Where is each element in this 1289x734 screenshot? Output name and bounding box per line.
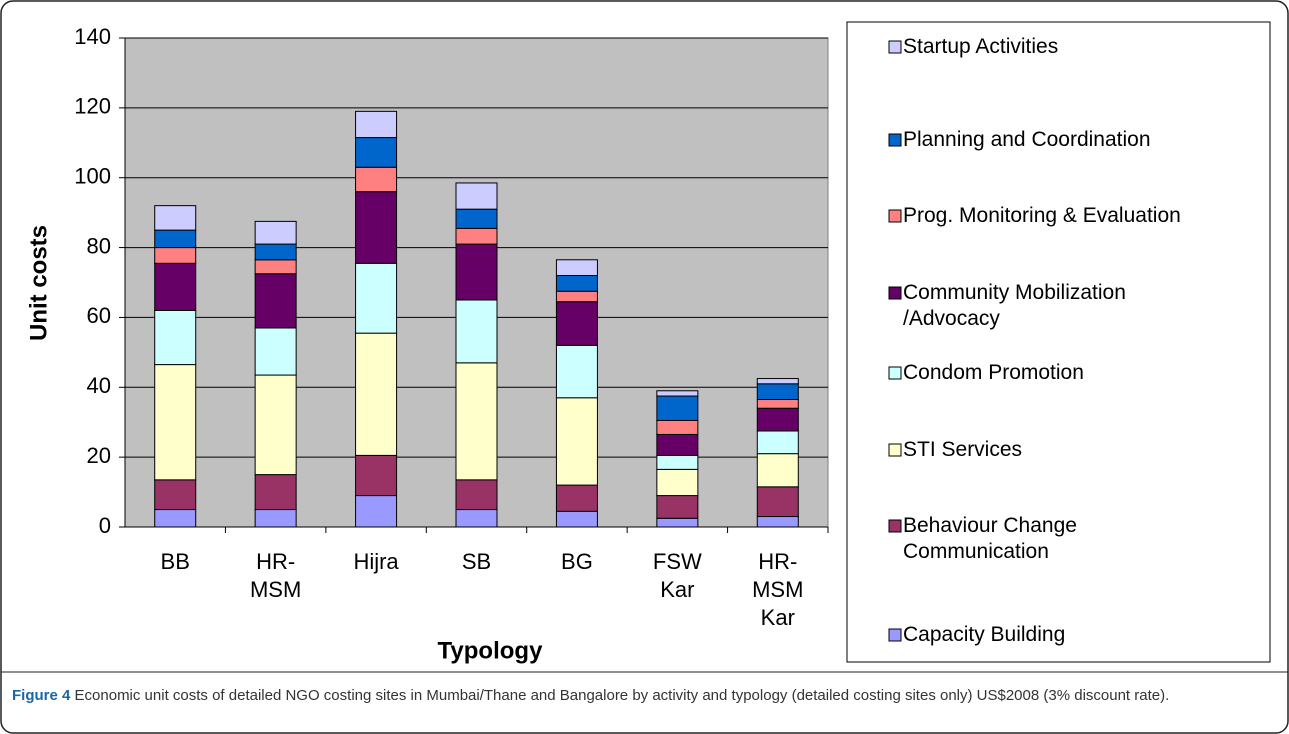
- legend-swatch: [888, 286, 902, 300]
- legend-label: Startup Activities: [903, 35, 1059, 58]
- legend-swatch: [888, 40, 902, 54]
- bar-segment: [555, 290, 598, 303]
- legend-swatch: [888, 209, 902, 223]
- y-tick-label: 100: [74, 164, 111, 189]
- legend-label: Capacity Building: [903, 623, 1066, 646]
- bar-segment: [355, 110, 398, 139]
- y-tick-label: 140: [74, 24, 111, 49]
- x-tick-label: BG: [561, 549, 593, 574]
- bar-segment: [455, 243, 498, 301]
- bar-segment: [555, 397, 598, 486]
- bar-segment: [455, 299, 498, 364]
- x-tick-label: SB: [461, 549, 492, 574]
- bar-segment: [756, 516, 799, 528]
- y-tick-label: 120: [74, 94, 111, 119]
- legend-swatch: [888, 628, 902, 642]
- x-tick-label: FSW Kar: [652, 549, 702, 602]
- caption-label: Figure 4: [12, 687, 71, 704]
- x-tick-label: HR- MSM Kar: [752, 549, 804, 630]
- bar-segment: [154, 262, 197, 311]
- bar-segment: [756, 383, 799, 401]
- x-tick-label: BB: [160, 549, 190, 574]
- x-tick-label: HR- MSM: [249, 549, 302, 602]
- bar-segment: [756, 453, 799, 488]
- x-tick-label: Hijra: [353, 549, 399, 574]
- bar-segment: [355, 262, 398, 334]
- y-axis-label: Unit costs: [25, 225, 52, 341]
- bar-segment: [756, 399, 799, 409]
- bar-segment: [756, 430, 799, 455]
- legend-label: Condom Promotion: [903, 361, 1084, 384]
- y-tick-label: 0: [99, 513, 111, 538]
- legend-label: Planning and Coordination: [903, 128, 1151, 151]
- bar-segment: [555, 259, 598, 277]
- bar-segment: [555, 344, 598, 399]
- bar-segment: [756, 486, 799, 518]
- bar-segment: [154, 309, 197, 366]
- bar-segment: [154, 205, 197, 231]
- bar-segment: [656, 433, 699, 456]
- bar-segment: [455, 227, 498, 245]
- bar-segment: [455, 362, 498, 481]
- bar-segment: [254, 374, 297, 476]
- bar-segment: [254, 243, 297, 261]
- bar-segment: [656, 419, 699, 435]
- bar-segment: [656, 495, 699, 519]
- y-tick-label: 80: [87, 233, 111, 258]
- legend-swatch: [888, 133, 902, 147]
- caption: Figure 4 Economic unit costs of detailed…: [12, 685, 1274, 706]
- bar-segment: [154, 479, 197, 511]
- bar-segment: [154, 229, 197, 249]
- bar-segment: [254, 474, 297, 511]
- bar-segment: [555, 484, 598, 512]
- bar-segment: [555, 301, 598, 346]
- bar-segment: [254, 509, 297, 528]
- bar-segment: [154, 509, 197, 528]
- legend-swatch: [888, 519, 902, 533]
- bar-segment: [254, 259, 297, 275]
- legend-label: Prog. Monitoring & Evaluation: [903, 204, 1181, 227]
- bar-segment: [355, 137, 398, 168]
- legend-swatch: [888, 443, 902, 457]
- bar-segment: [656, 390, 699, 397]
- bar-segment: [555, 275, 598, 292]
- legend-label: Behaviour Change Communication: [903, 514, 1077, 563]
- y-tick-label: 40: [87, 373, 111, 398]
- x-axis-label: Typology: [438, 637, 544, 664]
- bar-segment: [656, 468, 699, 497]
- bar-segment: [455, 208, 498, 229]
- caption-text: Economic unit costs of detailed NGO cost…: [74, 687, 1170, 704]
- bar-segment: [154, 364, 197, 481]
- bar-segment: [555, 510, 598, 528]
- bar-segment: [154, 247, 197, 264]
- bar-segment: [254, 273, 297, 329]
- bar-segment: [455, 479, 498, 511]
- bar-segment: [656, 395, 699, 421]
- y-tick-label: 60: [87, 303, 111, 328]
- legend-box: [846, 21, 1271, 663]
- bar-segment: [355, 332, 398, 456]
- bar-segment: [355, 166, 398, 193]
- bar-segment: [656, 454, 699, 470]
- y-tick-label: 20: [87, 443, 111, 468]
- legend-label: Community Mobilization /Advocacy: [903, 281, 1126, 330]
- bar-segment: [254, 220, 297, 245]
- legend-swatch: [888, 366, 902, 380]
- bar-segment: [656, 517, 699, 528]
- bar-segment: [355, 495, 398, 528]
- bar-segment: [355, 191, 398, 264]
- bar-segment: [455, 182, 498, 210]
- legend-label: STI Services: [903, 438, 1023, 461]
- bar-segment: [756, 378, 799, 385]
- bar-segment: [756, 407, 799, 432]
- bar-segment: [254, 327, 297, 376]
- bar-segment: [455, 509, 498, 528]
- bar-segment: [355, 454, 398, 497]
